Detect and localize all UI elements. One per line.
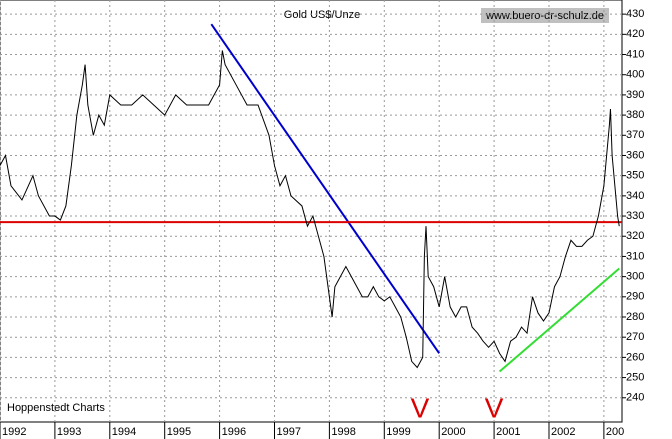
- x-tick-label: 1998: [331, 426, 355, 438]
- annotation: V: [411, 392, 430, 423]
- y-tick-label: 390: [626, 89, 644, 101]
- x-tick-label: 1993: [57, 426, 81, 438]
- chart-title: Gold US$/Unze: [284, 9, 360, 21]
- x-tick-label: 2002: [551, 426, 575, 438]
- x-tick-label: 1997: [276, 426, 300, 438]
- y-tick-label: 280: [626, 311, 644, 323]
- y-tick-label: 320: [626, 230, 644, 242]
- y-tick-label: 430: [626, 8, 644, 20]
- y-tick-label: 260: [626, 351, 644, 363]
- y-tick-label: 360: [626, 149, 644, 161]
- y-tick-label: 380: [626, 109, 644, 121]
- x-tick-label: 1992: [2, 426, 26, 438]
- x-tick-label: 1996: [222, 426, 246, 438]
- y-tick-label: 270: [626, 331, 644, 343]
- source: www.buero-dr-schulz.de: [485, 10, 604, 22]
- annotation: V: [485, 392, 504, 423]
- y-tick-label: 420: [626, 28, 644, 40]
- x-tick-label: 1994: [112, 426, 136, 438]
- credit: Hoppenstedt Charts: [7, 402, 105, 414]
- x-tick-label: 2000: [441, 426, 465, 438]
- plot-frame: [0, 0, 623, 423]
- y-tick-label: 340: [626, 190, 644, 202]
- x-tick-label: 1995: [167, 426, 191, 438]
- y-tick-label: 410: [626, 48, 644, 60]
- y-tick-label: 290: [626, 291, 644, 303]
- y-tick-label: 250: [626, 371, 644, 383]
- x-tick-label: 200: [606, 426, 624, 438]
- x-tick-label: 1999: [386, 426, 410, 438]
- y-tick-label: 400: [626, 69, 644, 81]
- y-tick-label: 310: [626, 250, 644, 262]
- price-line: [0, 50, 620, 369]
- y-tick-label: 370: [626, 129, 644, 141]
- y-tick-label: 330: [626, 210, 644, 222]
- y-tick-label: 350: [626, 170, 644, 182]
- y-tick-label: 240: [626, 392, 644, 404]
- source-box: [481, 8, 609, 23]
- trend-line: [498, 267, 620, 373]
- trend-line: [210, 23, 441, 354]
- x-tick-label: 2001: [496, 426, 520, 438]
- y-tick-label: 300: [626, 271, 644, 283]
